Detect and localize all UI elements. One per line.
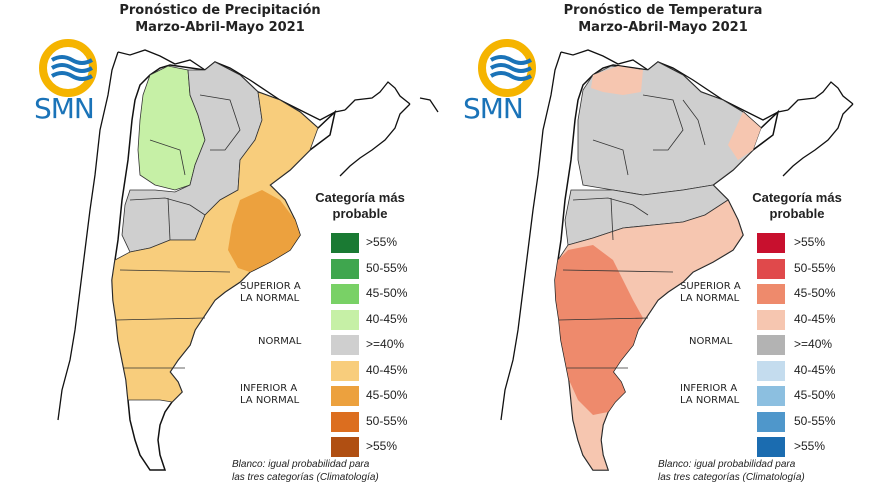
legend-swatch (330, 334, 360, 356)
group-superior-line1: SUPERIOR A (680, 281, 741, 292)
legend-label: 45-50% (366, 286, 408, 300)
legend-swatch (756, 385, 786, 407)
temperature-title-line1: Pronóstico de Temperatura (563, 3, 763, 18)
legend-swatch (330, 257, 360, 280)
legend-label: 40-45% (366, 362, 408, 377)
legend-swatch (330, 359, 360, 382)
legend-label: 45-50% (366, 388, 408, 402)
inferior-area-strong (228, 190, 300, 272)
precipitation-title-line1: Pronóstico de Precipitación (119, 3, 321, 18)
inferior-area (111, 91, 319, 403)
legend-swatch (756, 232, 786, 254)
legend-title: Categoría más probable (737, 190, 857, 222)
group-superior-line1: SUPERIOR A (240, 281, 301, 292)
group-inferior: INFERIOR A LA NORMAL (680, 383, 739, 407)
legend-label: >55% (366, 235, 398, 249)
group-superior: SUPERIOR A LA NORMAL (240, 281, 301, 305)
legend-swatch (756, 308, 786, 331)
legend-swatch (756, 410, 786, 433)
legend-title-line2: probable (332, 206, 388, 221)
legend-label: 40-45% (794, 362, 836, 377)
legend-swatch (756, 334, 786, 356)
legend-title-line1: Categoría más (752, 190, 842, 205)
temperature-title: Pronóstico de Temperatura Marzo-Abril-Ma… (533, 2, 793, 36)
legend-label: >55% (794, 235, 826, 249)
group-superior-line2: LA NORMAL (680, 293, 740, 304)
smn-logo-text: SMN (463, 92, 524, 125)
note-line1: Blanco: igual probabilidad para (658, 459, 796, 470)
precipitation-title-line2: Marzo-Abril-Mayo 2021 (135, 20, 305, 35)
note-line2: las tres categorías (Climatología) (232, 472, 379, 483)
superior-area-ne (577, 61, 762, 196)
legend-swatch (330, 385, 360, 407)
group-inferior-line1: INFERIOR A (680, 383, 738, 394)
group-superior: SUPERIOR A LA NORMAL (680, 281, 741, 305)
legend-label: 45-50% (794, 286, 836, 300)
legend-title-line2: probable (769, 206, 825, 221)
smn-logo-icon (39, 39, 97, 97)
neighbor-borders (500, 49, 854, 421)
superior-area-east (728, 112, 761, 160)
climatology-note: Blanco: igual probabilidad para las tres… (658, 458, 878, 484)
group-normal: NORMAL (689, 336, 733, 347)
legend-swatch (330, 436, 360, 458)
legend-swatch (330, 410, 360, 433)
precipitation-map (57, 49, 439, 471)
precipitation-title: Pronóstico de Precipitación Marzo-Abril-… (90, 2, 350, 36)
superior-area-strong (555, 245, 643, 415)
legend-swatch (330, 308, 360, 331)
legend-label: >55% (366, 439, 398, 453)
group-inferior-line2: LA NORMAL (680, 395, 740, 406)
legend-label: 45-50% (794, 388, 836, 402)
legend-swatch (330, 283, 360, 305)
legend-swatch (330, 232, 360, 254)
note-line1: Blanco: igual probabilidad para (232, 459, 370, 470)
climatology-note: Blanco: igual probabilidad para las tres… (232, 458, 452, 484)
smn-logo-icon (478, 39, 536, 97)
legend-label: >=40% (794, 337, 833, 351)
legend-label: 40-45% (366, 311, 408, 326)
legend-title: Categoría más probable (300, 190, 420, 222)
group-inferior: INFERIOR A LA NORMAL (240, 383, 299, 407)
legend-label: 50-55% (366, 413, 408, 428)
group-inferior-line2: LA NORMAL (240, 395, 300, 406)
group-superior-line2: LA NORMAL (240, 293, 300, 304)
legend-title-line1: Categoría más (315, 190, 405, 205)
temperature-map (500, 49, 854, 471)
temperature-panel: Pronóstico de Temperatura Marzo-Abril-Ma… (443, 0, 887, 497)
legend-label: 40-45% (794, 311, 836, 326)
legend-label: 50-55% (794, 260, 836, 275)
legend-label: >55% (794, 439, 826, 453)
province-borders (115, 94, 241, 369)
legend-swatch (756, 436, 786, 458)
legend-label: 50-55% (366, 260, 408, 275)
legend-swatch (756, 257, 786, 280)
precipitation-panel: Pronóstico de Precipitación Marzo-Abril-… (0, 0, 443, 497)
note-line2: las tres categorías (Climatología) (658, 472, 805, 483)
smn-logo-text: SMN (34, 92, 95, 125)
legend-label: 50-55% (794, 413, 836, 428)
group-inferior-line1: INFERIOR A (240, 383, 298, 394)
province-borders (558, 94, 706, 369)
group-normal: NORMAL (258, 336, 302, 347)
legend-label: >=40% (366, 337, 405, 351)
temperature-title-line2: Marzo-Abril-Mayo 2021 (578, 20, 748, 35)
legend-swatch (756, 359, 786, 382)
legend-swatch (756, 283, 786, 305)
superior-area-tip (591, 66, 643, 95)
